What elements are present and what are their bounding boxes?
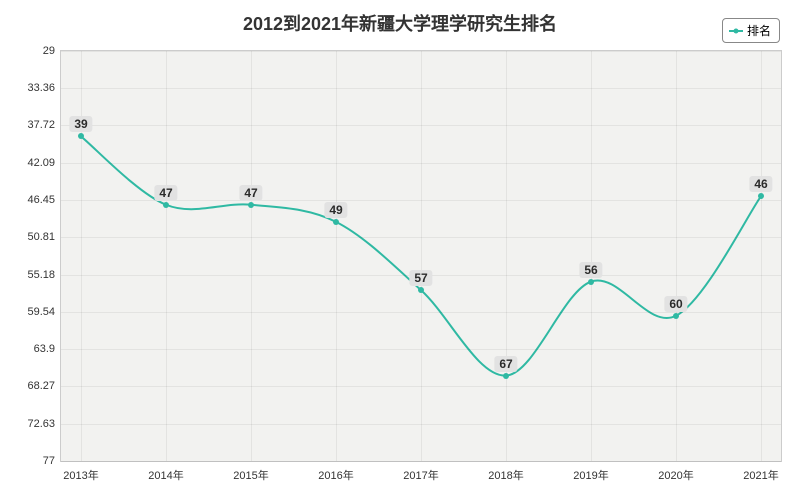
- gridline-v: [81, 51, 82, 461]
- data-marker: [78, 133, 84, 139]
- data-label: 46: [749, 176, 772, 192]
- data-label: 60: [664, 296, 687, 312]
- gridline-v: [421, 51, 422, 461]
- x-tick-label: 2013年: [63, 461, 98, 483]
- gridline-v: [761, 51, 762, 461]
- plot-area: 2933.3637.7242.0946.4550.8155.1859.5463.…: [60, 50, 782, 462]
- gridline-v: [251, 51, 252, 461]
- chart-title: 2012到2021年新疆大学理学研究生排名: [0, 10, 800, 36]
- data-marker: [163, 202, 169, 208]
- x-tick-label: 2020年: [658, 461, 693, 483]
- legend-swatch: [729, 30, 743, 32]
- x-tick-label: 2019年: [573, 461, 608, 483]
- y-tick-label: 77: [43, 455, 61, 467]
- x-tick-label: 2021年: [743, 461, 778, 483]
- y-tick-label: 68.27: [27, 380, 61, 392]
- data-marker: [248, 202, 254, 208]
- y-tick-label: 46.45: [27, 194, 61, 206]
- x-tick-label: 2016年: [318, 461, 353, 483]
- y-tick-label: 59.54: [27, 306, 61, 318]
- x-tick-label: 2014年: [148, 461, 183, 483]
- data-label: 39: [69, 116, 92, 132]
- y-tick-label: 63.9: [34, 343, 61, 355]
- data-marker: [588, 279, 594, 285]
- x-tick-label: 2017年: [403, 461, 438, 483]
- gridline-v: [336, 51, 337, 461]
- y-tick-label: 29: [43, 45, 61, 57]
- y-tick-label: 37.72: [27, 119, 61, 131]
- data-marker: [503, 373, 509, 379]
- x-tick-label: 2018年: [488, 461, 523, 483]
- data-marker: [418, 287, 424, 293]
- legend-label: 排名: [747, 22, 771, 39]
- data-label: 57: [409, 270, 432, 286]
- data-label: 67: [494, 356, 517, 372]
- data-marker: [333, 219, 339, 225]
- y-tick-label: 55.18: [27, 269, 61, 281]
- data-marker: [673, 313, 679, 319]
- y-tick-label: 50.81: [27, 231, 61, 243]
- chart-container: 2012到2021年新疆大学理学研究生排名 排名 2933.3637.7242.…: [0, 0, 800, 500]
- y-tick-label: 72.63: [27, 418, 61, 430]
- data-label: 47: [154, 185, 177, 201]
- y-tick-label: 33.36: [27, 82, 61, 94]
- gridline-v: [166, 51, 167, 461]
- x-tick-label: 2015年: [233, 461, 268, 483]
- data-label: 56: [579, 262, 602, 278]
- gridline-v: [591, 51, 592, 461]
- legend-marker-icon: [733, 28, 738, 33]
- data-label: 49: [324, 202, 347, 218]
- gridline-v: [676, 51, 677, 461]
- data-label: 47: [239, 185, 262, 201]
- data-marker: [758, 193, 764, 199]
- y-tick-label: 42.09: [27, 157, 61, 169]
- gridline-v: [506, 51, 507, 461]
- legend: 排名: [722, 18, 780, 43]
